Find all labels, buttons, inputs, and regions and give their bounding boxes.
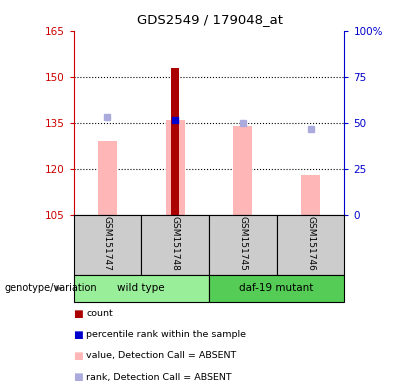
Text: ■: ■ (74, 372, 83, 382)
Text: GSM151747: GSM151747 (103, 216, 112, 271)
Bar (74, 275, 209, 302)
Bar (171, 68, 179, 215)
Bar (301, 175, 320, 215)
Text: daf-19 mutant: daf-19 mutant (239, 283, 314, 293)
Text: GDS2549 / 179048_at: GDS2549 / 179048_at (137, 13, 283, 26)
Bar (165, 120, 184, 215)
Bar (277, 215, 344, 275)
Text: count: count (86, 309, 113, 318)
Text: GSM151746: GSM151746 (306, 216, 315, 271)
Bar (141, 215, 209, 275)
Bar (209, 215, 277, 275)
Text: percentile rank within the sample: percentile rank within the sample (86, 330, 246, 339)
Text: value, Detection Call = ABSENT: value, Detection Call = ABSENT (86, 351, 236, 361)
Bar (74, 215, 141, 275)
Text: ■: ■ (74, 330, 83, 340)
Bar (234, 126, 252, 215)
Text: GSM151745: GSM151745 (238, 216, 247, 271)
Text: GSM151748: GSM151748 (171, 216, 180, 271)
Bar (209, 275, 344, 302)
Text: ■: ■ (74, 351, 83, 361)
Bar (98, 141, 117, 215)
Text: genotype/variation: genotype/variation (4, 283, 97, 293)
Text: ■: ■ (74, 309, 83, 319)
Text: wild type: wild type (118, 283, 165, 293)
Text: rank, Detection Call = ABSENT: rank, Detection Call = ABSENT (86, 372, 232, 382)
